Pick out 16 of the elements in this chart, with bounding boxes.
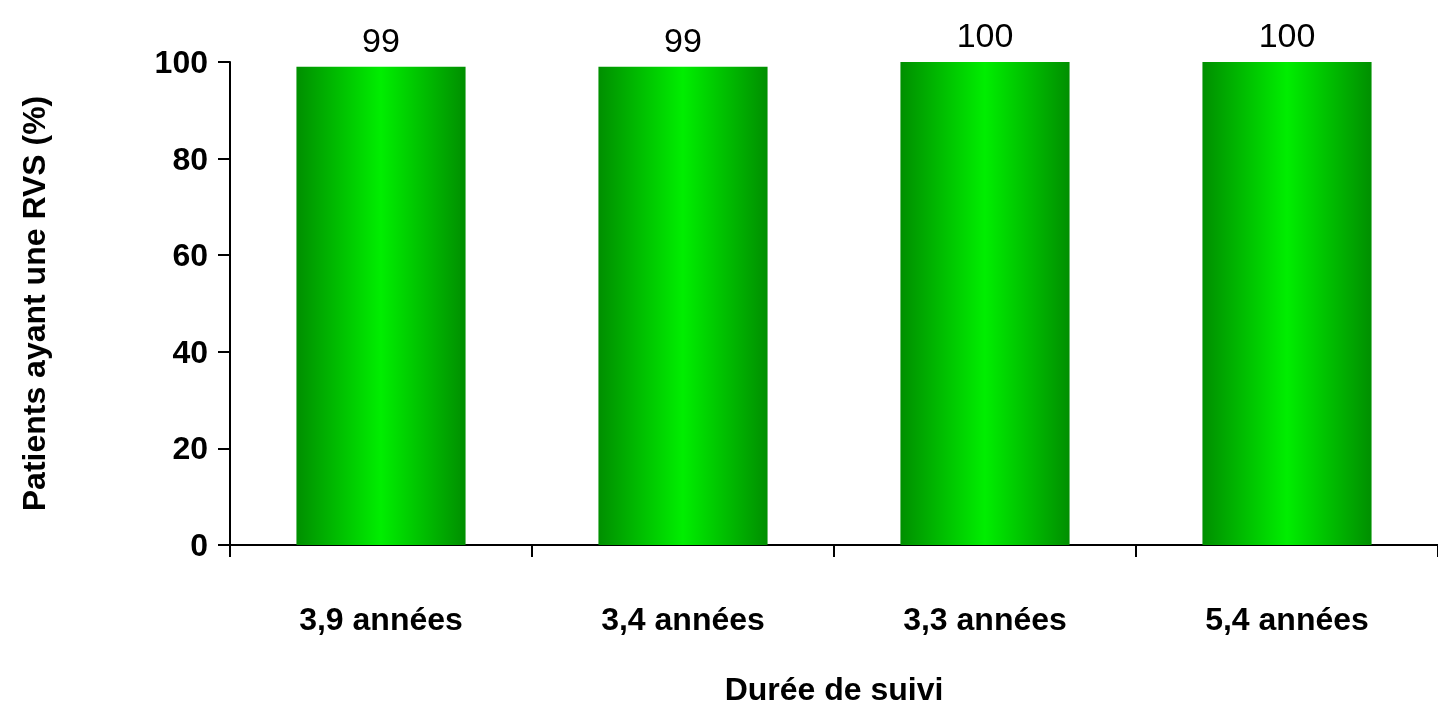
y-tick-label: 40 (172, 333, 208, 370)
data-label: 99 (664, 20, 702, 59)
y-tick-label: 0 (190, 527, 208, 563)
y-axis-title: Patients ayant une RVS (%) (16, 95, 52, 512)
y-tick-label: 20 (172, 430, 208, 467)
x-tick-label: 5,4 années (1205, 601, 1369, 637)
x-tick-label: 3,3 années (903, 601, 1067, 637)
data-label: 99 (362, 20, 400, 59)
x-tick-label: 3,4 années (601, 601, 765, 637)
data-label: 100 (1258, 16, 1316, 54)
x-tick-label: 3,9 années (299, 601, 463, 637)
y-tick-label: 100 (154, 44, 208, 80)
x-axis-title: Durée de suivi (724, 671, 944, 707)
data-label: 100 (956, 16, 1014, 54)
y-tick-label: 60 (172, 237, 208, 274)
y-tick-label: 80 (172, 140, 208, 177)
